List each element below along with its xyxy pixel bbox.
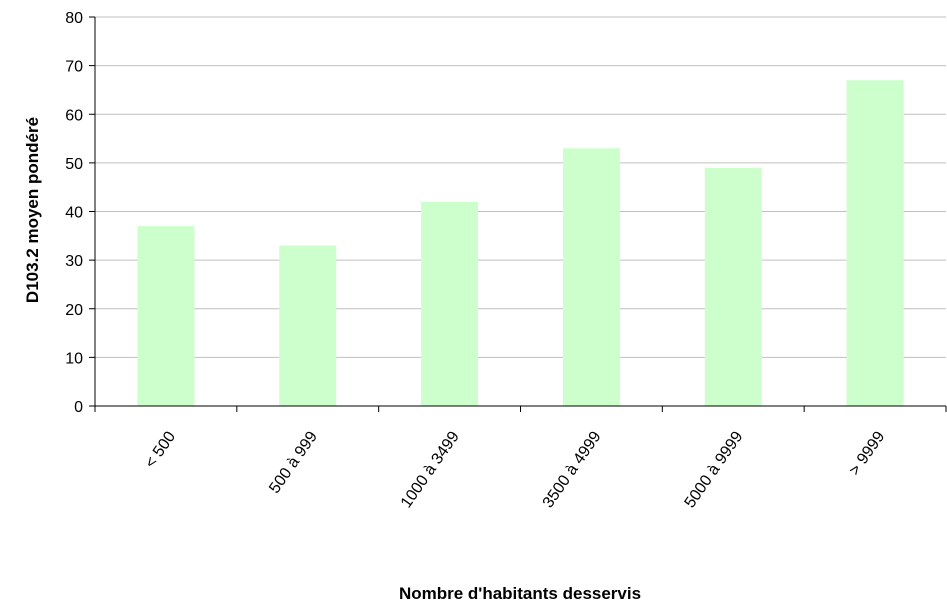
- x-axis-title: Nombre d'habitants desservis: [399, 584, 641, 603]
- x-tick-label: 3500 à 4999: [540, 428, 605, 511]
- y-tick-label: 20: [65, 302, 83, 319]
- bar: [563, 148, 620, 406]
- y-tick-label: 50: [65, 156, 83, 173]
- y-tick-label: 80: [65, 10, 83, 27]
- bar: [421, 202, 478, 406]
- x-tick-label: > 9999: [846, 428, 888, 478]
- y-axis-title: D103.2 moyen pondéré: [23, 117, 42, 303]
- bar: [279, 246, 336, 406]
- bar: [705, 168, 762, 406]
- gridlines: [95, 17, 946, 357]
- y-tick-label: 30: [65, 253, 83, 270]
- x-tick-label: 500 à 999: [266, 428, 321, 496]
- y-tick-label: 40: [65, 205, 83, 222]
- x-tick-label: 1000 à 3499: [398, 428, 463, 511]
- y-tick-label: 70: [65, 59, 83, 76]
- bar: [847, 80, 904, 406]
- bar: [137, 226, 194, 406]
- x-tick-label: < 500: [142, 428, 179, 471]
- x-tick-label: 5000 à 9999: [682, 428, 747, 511]
- y-tick-label: 60: [65, 107, 83, 124]
- y-tick-label: 0: [74, 399, 83, 416]
- y-tick-label: 10: [65, 350, 83, 367]
- axes: [89, 17, 946, 412]
